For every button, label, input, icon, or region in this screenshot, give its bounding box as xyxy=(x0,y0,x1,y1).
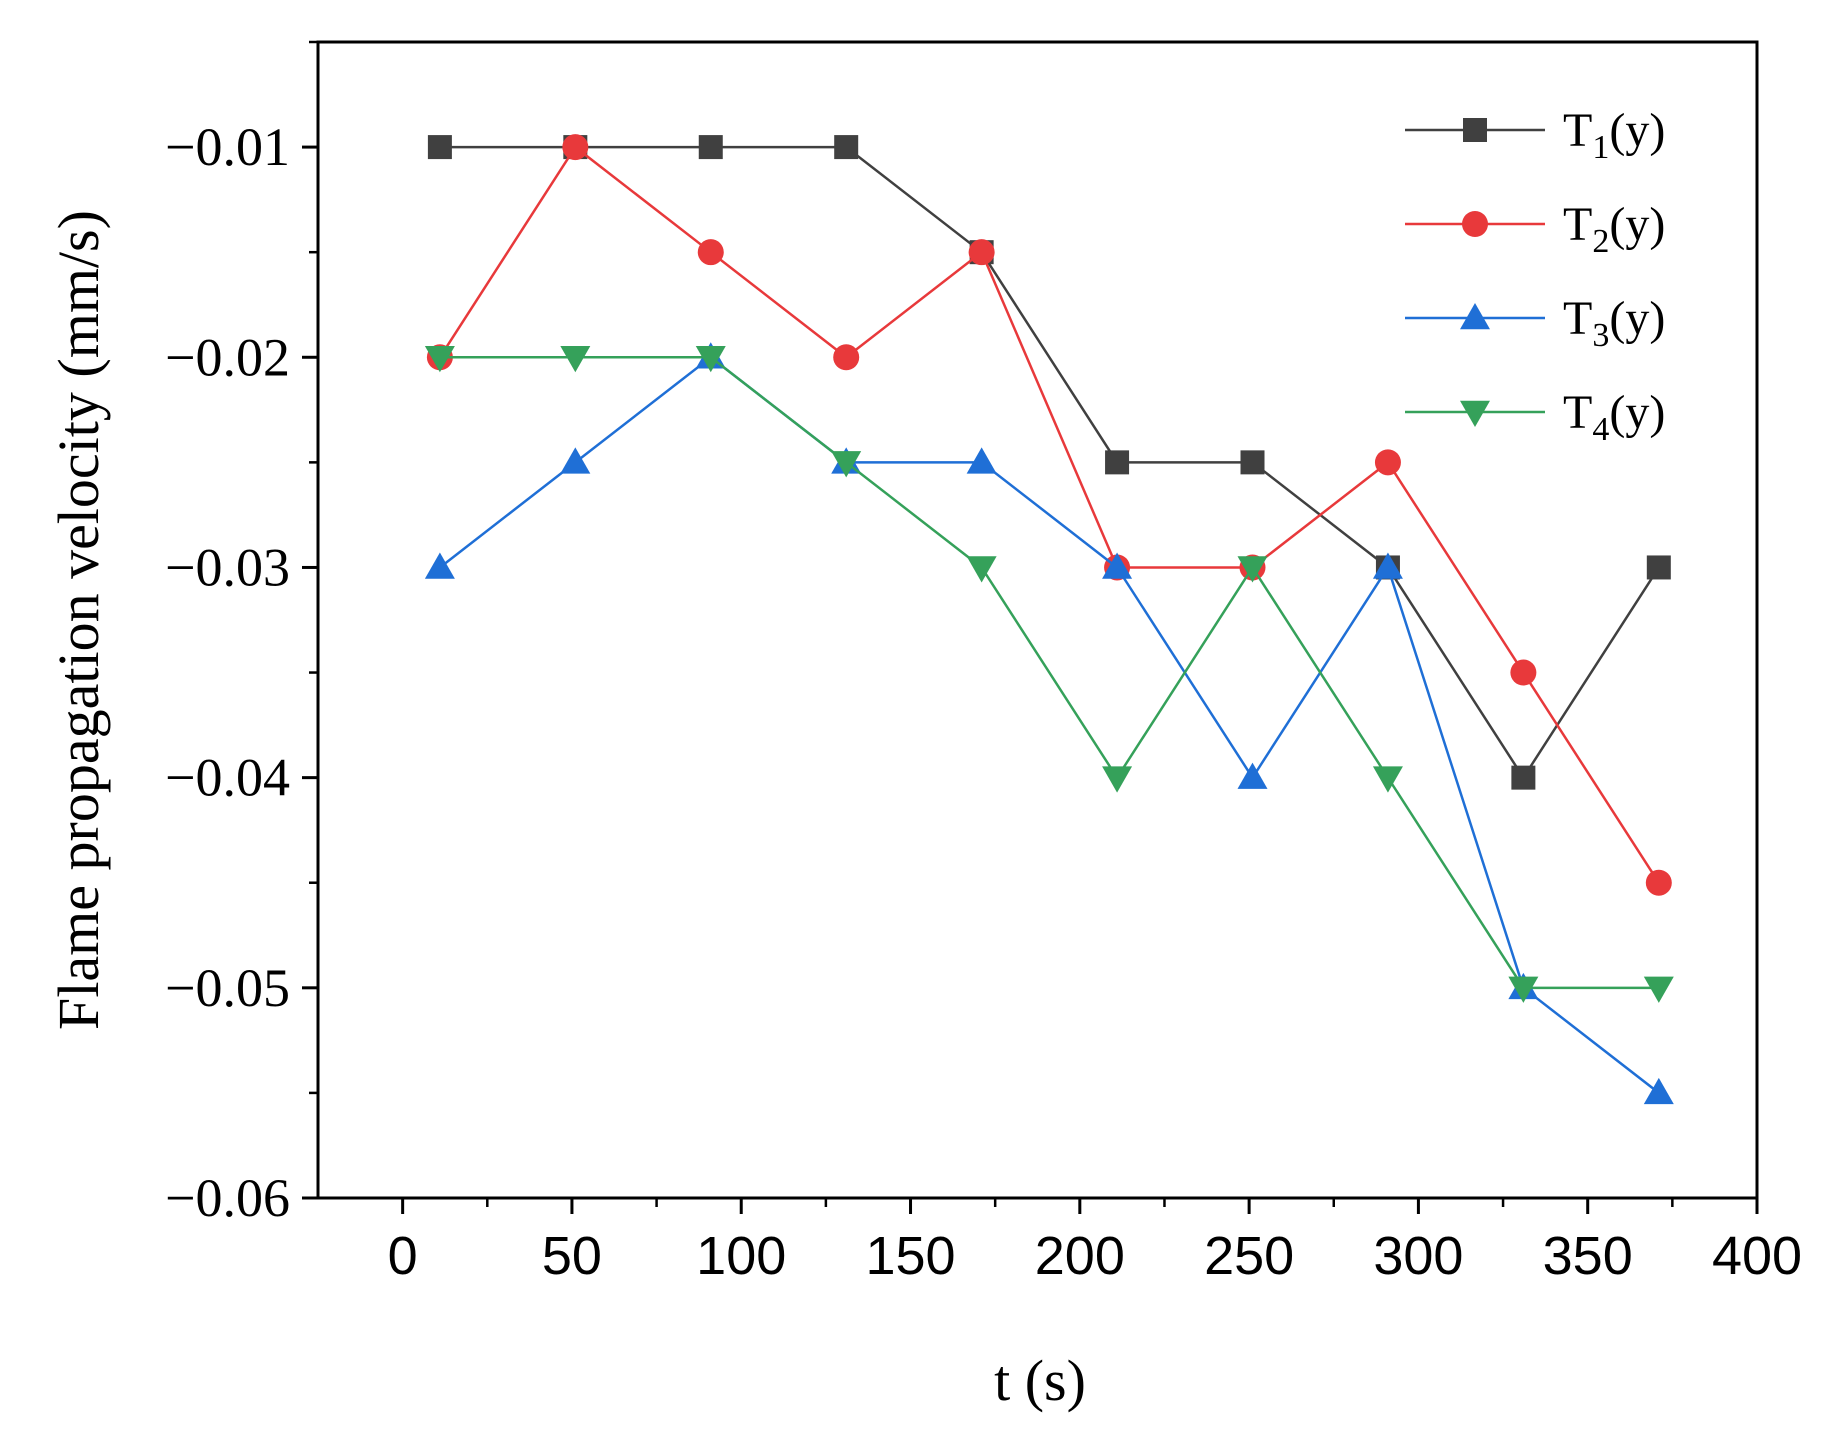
data-point xyxy=(1508,976,1539,1003)
y-axis-title: Flame propagation velocity (mm/s) xyxy=(46,210,111,1030)
x-tick-label: 0 xyxy=(388,1226,418,1286)
data-point xyxy=(1240,450,1265,475)
data-point xyxy=(1643,1077,1674,1105)
y-tick-label: −0.02 xyxy=(165,327,290,387)
data-point xyxy=(966,447,997,474)
data-point xyxy=(1102,552,1133,579)
data-point xyxy=(1374,449,1401,476)
x-tick-label: 150 xyxy=(865,1226,955,1286)
data-point xyxy=(1102,766,1133,793)
data-point xyxy=(560,447,591,474)
x-axis-title: t (s) xyxy=(994,1348,1086,1413)
legend-label: T3(y) xyxy=(1563,292,1665,354)
y-tick-label: −0.03 xyxy=(165,537,290,597)
data-point xyxy=(1237,762,1268,789)
data-point xyxy=(562,134,589,161)
legend-marker xyxy=(1463,118,1487,142)
data-point xyxy=(1510,659,1537,686)
data-point xyxy=(831,451,862,478)
plot-frame xyxy=(316,40,1759,1200)
data-point xyxy=(1646,555,1671,580)
data-point xyxy=(424,552,455,579)
data-point xyxy=(697,239,724,266)
data-point xyxy=(968,239,995,266)
x-tick-label: 400 xyxy=(1712,1226,1802,1286)
data-point xyxy=(1237,556,1268,583)
x-axis: 0 50 100 150 200 250 300 350 400 xyxy=(388,1198,1802,1286)
plot-border xyxy=(316,40,1759,1200)
data-point xyxy=(560,346,591,373)
series-t3-y- xyxy=(424,342,1674,1105)
data-point xyxy=(1105,450,1130,475)
x-tick-label: 300 xyxy=(1373,1226,1463,1286)
data-point xyxy=(1511,765,1536,790)
data-point xyxy=(424,346,455,373)
legend-label: T4(y) xyxy=(1563,386,1665,448)
legend-label: T2(y) xyxy=(1563,198,1665,260)
series-line xyxy=(438,145,1660,884)
series-line xyxy=(439,356,1659,990)
series-line xyxy=(439,355,1660,1094)
legend-marker xyxy=(1460,303,1490,330)
data-point xyxy=(833,344,860,371)
data-point xyxy=(966,556,997,583)
y-tick-label: −0.05 xyxy=(165,958,290,1018)
legend-marker xyxy=(1460,400,1490,427)
data-point xyxy=(1645,869,1672,896)
data-point xyxy=(427,135,452,160)
legend-marker xyxy=(1462,211,1488,237)
x-tick-label: 250 xyxy=(1204,1226,1294,1286)
series-line xyxy=(439,145,1660,780)
data-point xyxy=(698,135,723,160)
x-tick-label: 350 xyxy=(1543,1226,1633,1286)
series-t1-y- xyxy=(427,135,1671,790)
data-point xyxy=(834,135,859,160)
x-tick-label: 50 xyxy=(542,1226,602,1286)
data-point xyxy=(1643,976,1674,1003)
data-point xyxy=(695,346,726,373)
data-point xyxy=(1372,766,1403,793)
data-point xyxy=(1372,552,1403,579)
x-tick-label: 100 xyxy=(696,1226,786,1286)
series-layer xyxy=(424,134,1674,1105)
legend-item: T4(y) xyxy=(1405,386,1665,448)
legend: T1(y) T2(y) T3(y) T4(y) xyxy=(1405,104,1665,448)
series-t4-y- xyxy=(424,346,1674,1003)
x-tick-label: 200 xyxy=(1035,1226,1125,1286)
legend-item: T3(y) xyxy=(1405,292,1665,354)
legend-item: T1(y) xyxy=(1405,104,1665,166)
legend-label: T1(y) xyxy=(1563,104,1665,166)
y-axis: −0.06 −0.05 −0.04 −0.03 −0.02 −0.01 xyxy=(165,40,318,1228)
y-tick-label: −0.06 xyxy=(165,1168,290,1228)
legend-item: T2(y) xyxy=(1405,198,1665,260)
y-tick-label: −0.01 xyxy=(165,117,290,177)
y-tick-label: −0.04 xyxy=(165,748,290,808)
